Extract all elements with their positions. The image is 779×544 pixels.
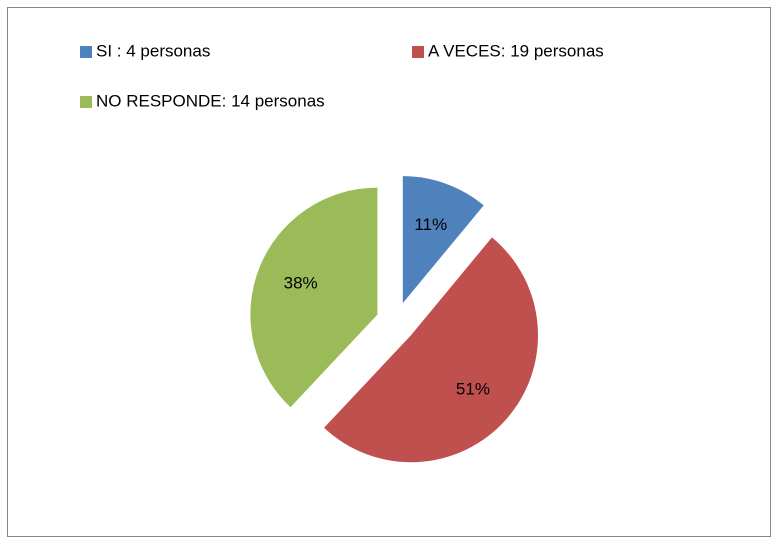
data-label: 51% <box>456 379 490 398</box>
legend-swatch <box>412 46 424 58</box>
legend-label: SI : 4 personas <box>96 41 210 60</box>
legend-label: A VECES: 19 personas <box>428 41 604 60</box>
pie-slice <box>402 176 484 304</box>
pie-slice <box>324 237 539 463</box>
data-label: 38% <box>284 274 318 293</box>
legend-swatch <box>80 96 92 108</box>
data-label: 11% <box>414 215 447 234</box>
legend-swatch <box>80 46 92 58</box>
pie-slice <box>250 187 378 408</box>
legend-label: NO RESPONDE: 14 personas <box>96 91 325 110</box>
